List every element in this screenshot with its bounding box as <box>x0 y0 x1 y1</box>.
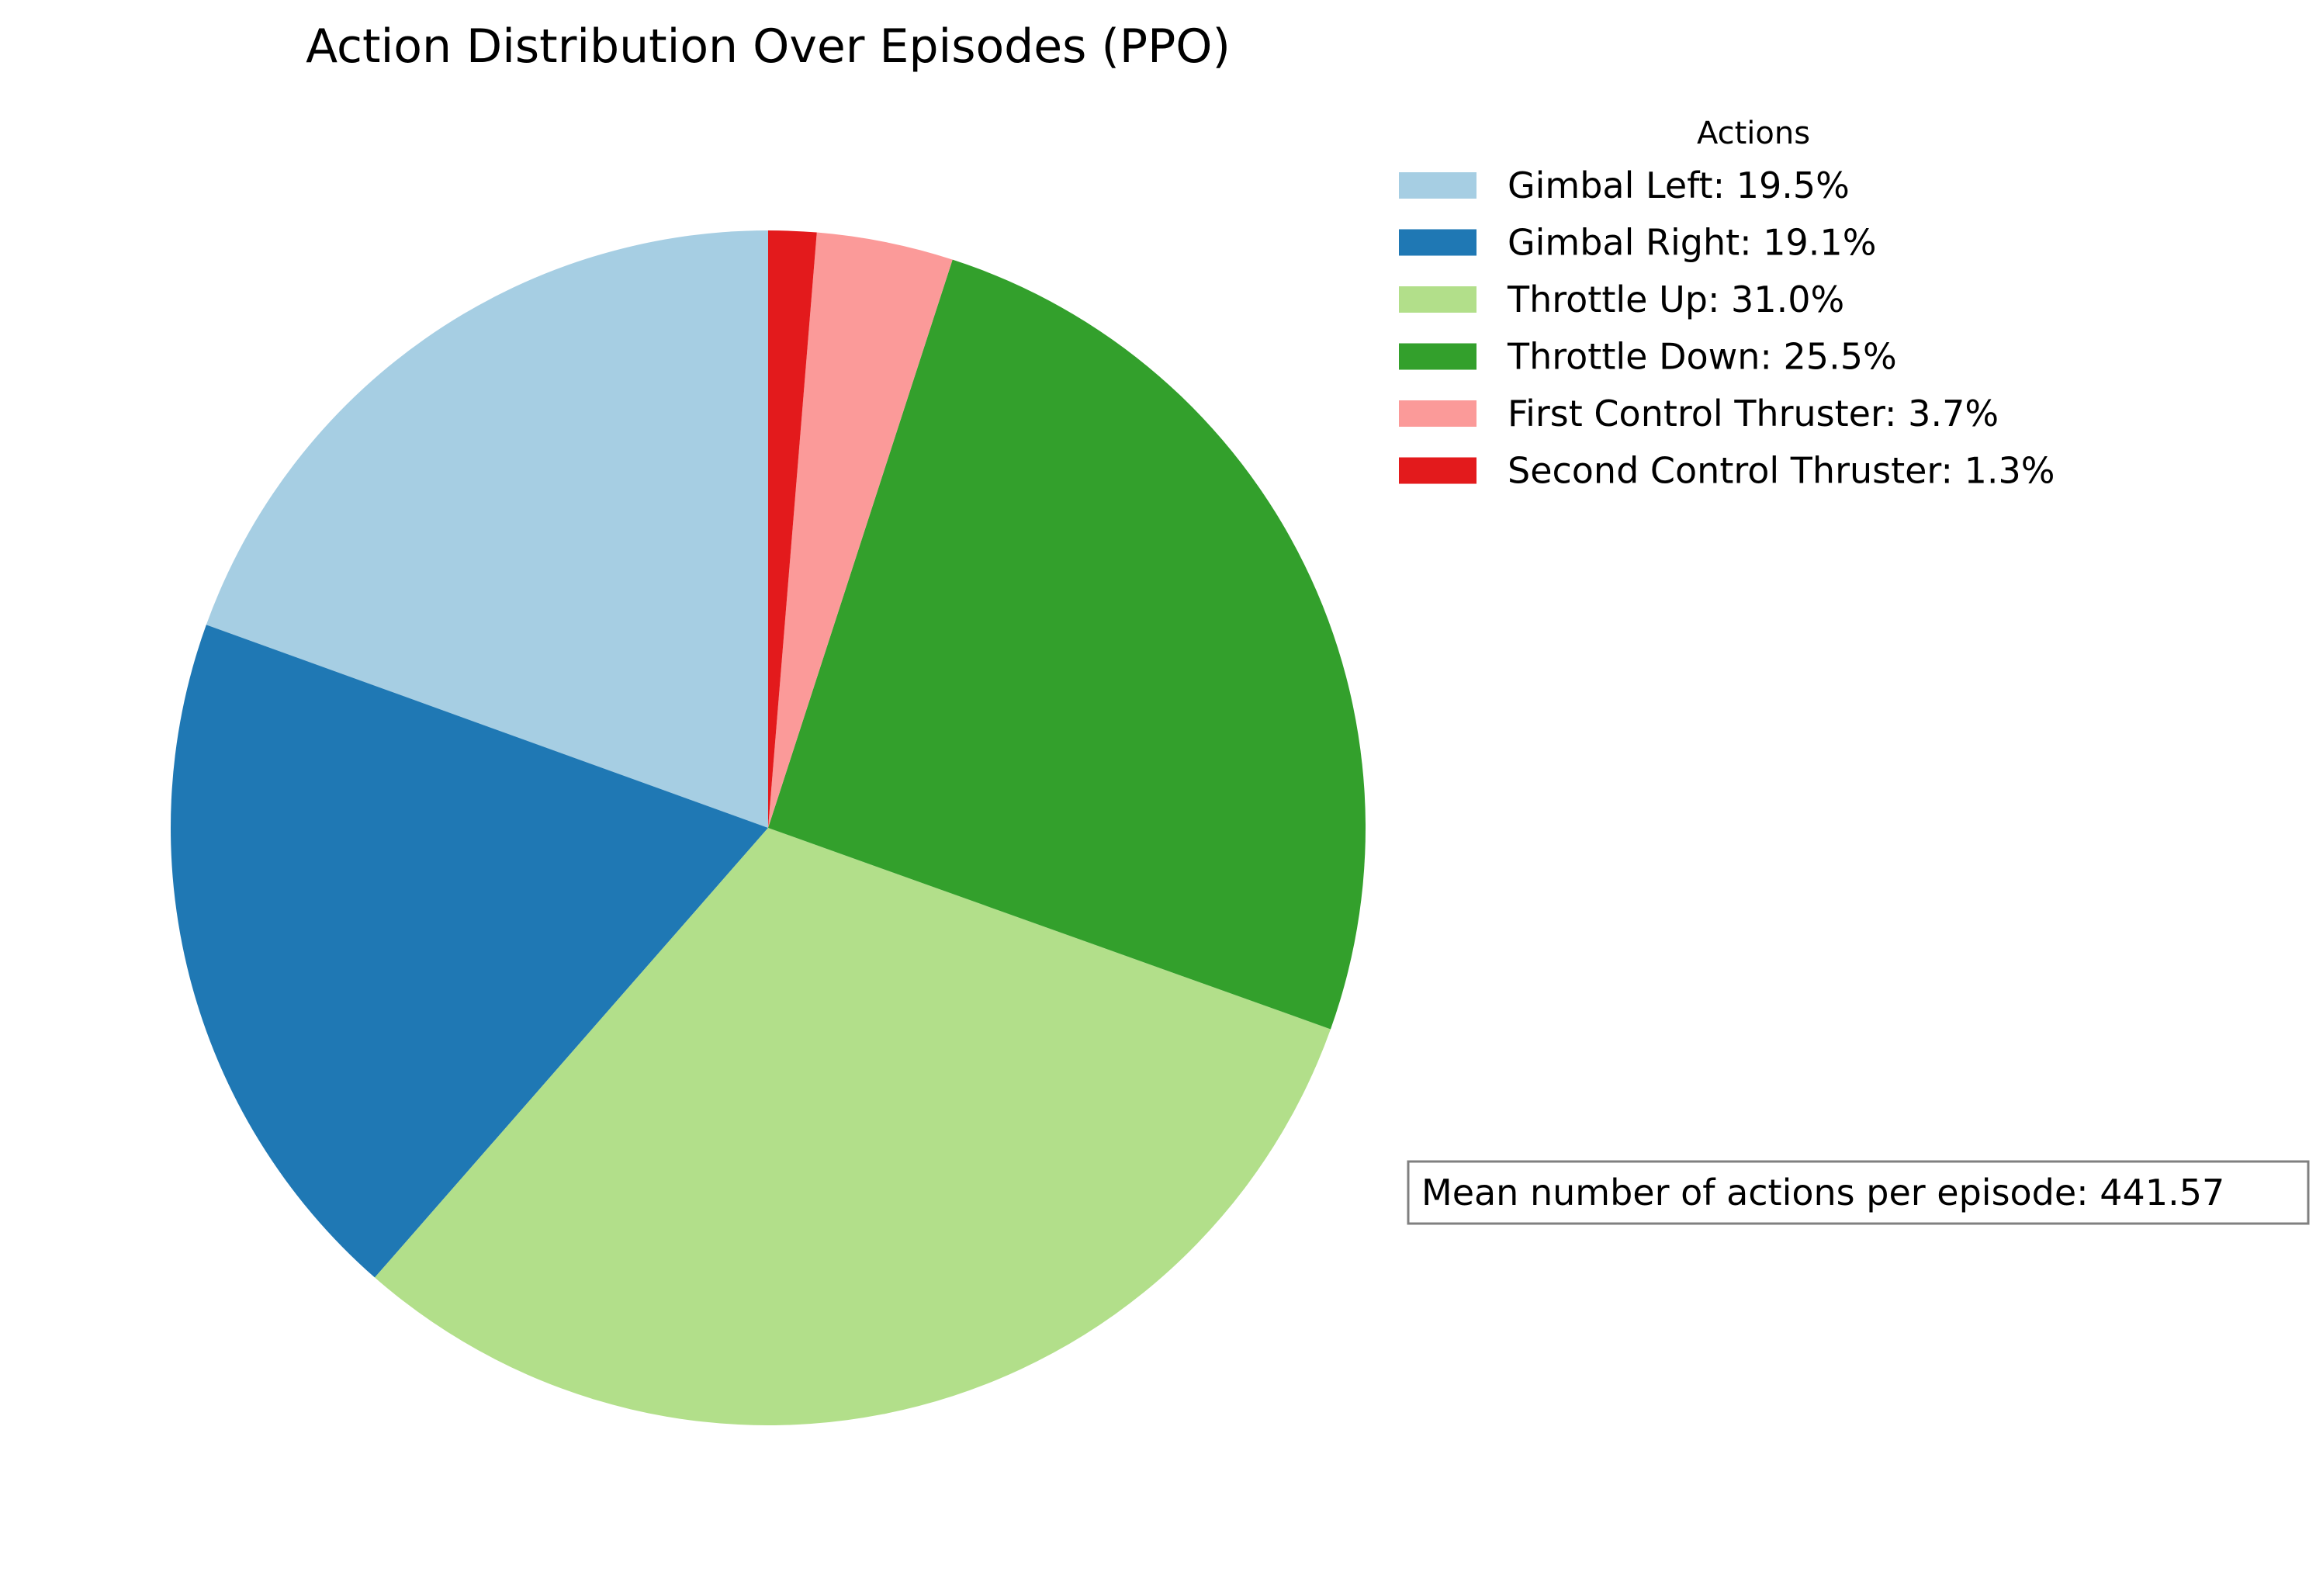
legend-label-gimbal-right: Gimbal Right: 19.1% <box>1508 222 1876 264</box>
legend-title: Actions <box>1697 116 1810 151</box>
legend: Actions Gimbal Left: 19.5% Gimbal Right: … <box>1399 116 2055 492</box>
legend-swatch-first-control-thruster <box>1399 400 1476 427</box>
legend-swatch-throttle-up <box>1399 286 1476 313</box>
annotation-text: Mean number of actions per episode: 441.… <box>1421 1172 2224 1213</box>
legend-swatch-throttle-down <box>1399 343 1476 370</box>
legend-items: Gimbal Left: 19.5% Gimbal Right: 19.1% Thr… <box>1399 164 2055 492</box>
pie-slice-throttle-down <box>768 259 1366 1030</box>
legend-label-throttle-down: Throttle Down: 25.5% <box>1507 336 1897 378</box>
legend-label-first-control-thruster: First Control Thruster: 3.7% <box>1508 393 1999 434</box>
annotation-box: Mean number of actions per episode: 441.… <box>1407 1160 2310 1225</box>
pie-slice-gimbal-left <box>206 230 769 828</box>
legend-label-second-control-thruster: Second Control Thruster: 1.3% <box>1508 450 2055 492</box>
legend-swatch-second-control-thruster <box>1399 457 1476 484</box>
legend-swatch-gimbal-right <box>1399 229 1476 256</box>
chart-title: Action Distribution Over Episodes (PPO) <box>306 19 1231 74</box>
pie-slice-first-control-thruster <box>768 232 953 828</box>
pie-slices <box>170 230 1366 1426</box>
annotation-frame <box>1407 1160 2310 1225</box>
pie-slice-second-control-thruster <box>768 230 817 828</box>
legend-label-throttle-up: Throttle Up: 31.0% <box>1507 279 1844 320</box>
legend-label-gimbal-left: Gimbal Left: 19.5% <box>1508 164 1850 206</box>
pie-slice-gimbal-right <box>170 625 769 1278</box>
legend-swatch-gimbal-left <box>1399 172 1476 199</box>
pie-slice-throttle-up <box>375 828 1331 1426</box>
